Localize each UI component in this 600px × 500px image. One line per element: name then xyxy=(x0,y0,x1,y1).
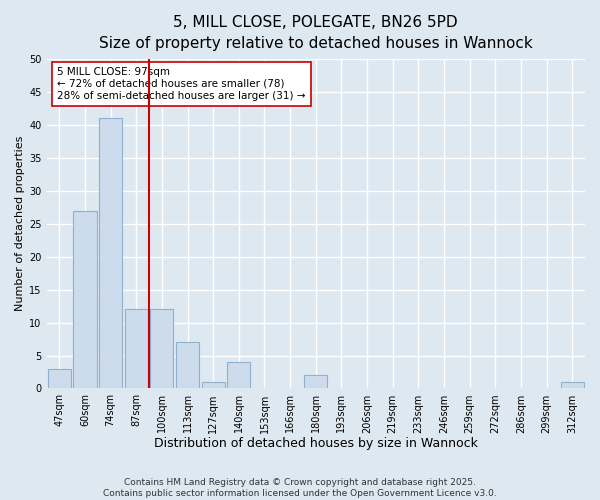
Bar xyxy=(125,310,148,388)
Bar xyxy=(73,210,97,388)
Text: 5 MILL CLOSE: 97sqm
← 72% of detached houses are smaller (78)
28% of semi-detach: 5 MILL CLOSE: 97sqm ← 72% of detached ho… xyxy=(57,68,306,100)
Bar xyxy=(151,310,173,388)
Bar xyxy=(202,382,225,388)
Text: Contains HM Land Registry data © Crown copyright and database right 2025.
Contai: Contains HM Land Registry data © Crown c… xyxy=(103,478,497,498)
Bar xyxy=(304,376,328,388)
X-axis label: Distribution of detached houses by size in Wannock: Distribution of detached houses by size … xyxy=(154,437,478,450)
Y-axis label: Number of detached properties: Number of detached properties xyxy=(15,136,25,312)
Bar xyxy=(176,342,199,388)
Title: 5, MILL CLOSE, POLEGATE, BN26 5PD
Size of property relative to detached houses i: 5, MILL CLOSE, POLEGATE, BN26 5PD Size o… xyxy=(99,15,533,51)
Bar xyxy=(48,368,71,388)
Bar xyxy=(99,118,122,388)
Bar xyxy=(560,382,584,388)
Bar xyxy=(227,362,250,388)
